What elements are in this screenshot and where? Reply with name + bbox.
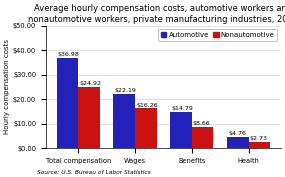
Text: $8.66: $8.66 [193,121,211,126]
Title: Average hourly compensation costs, automotive workers and
nonautomotive workers,: Average hourly compensation costs, autom… [28,4,285,24]
Text: $2.73: $2.73 [250,136,268,141]
Bar [135,109,156,148]
Text: $16.26: $16.26 [136,103,158,108]
Legend: Automotive, Nonautomotive: Automotive, Nonautomotive [158,29,277,41]
Text: $36.98: $36.98 [58,52,80,57]
Text: $24.92: $24.92 [79,81,101,86]
Bar [192,127,213,148]
Bar [78,87,100,148]
Text: $14.79: $14.79 [171,106,193,111]
Bar [113,94,135,148]
Text: $22.19: $22.19 [115,88,137,93]
Bar [227,137,249,148]
Bar [249,142,270,148]
Bar [57,58,78,148]
Text: Source: U.S. Bureau of Labor Statistics: Source: U.S. Bureau of Labor Statistics [37,170,151,175]
Y-axis label: Hourly compensation costs: Hourly compensation costs [4,39,10,135]
Bar [170,112,192,148]
Text: $4.76: $4.76 [228,131,246,136]
